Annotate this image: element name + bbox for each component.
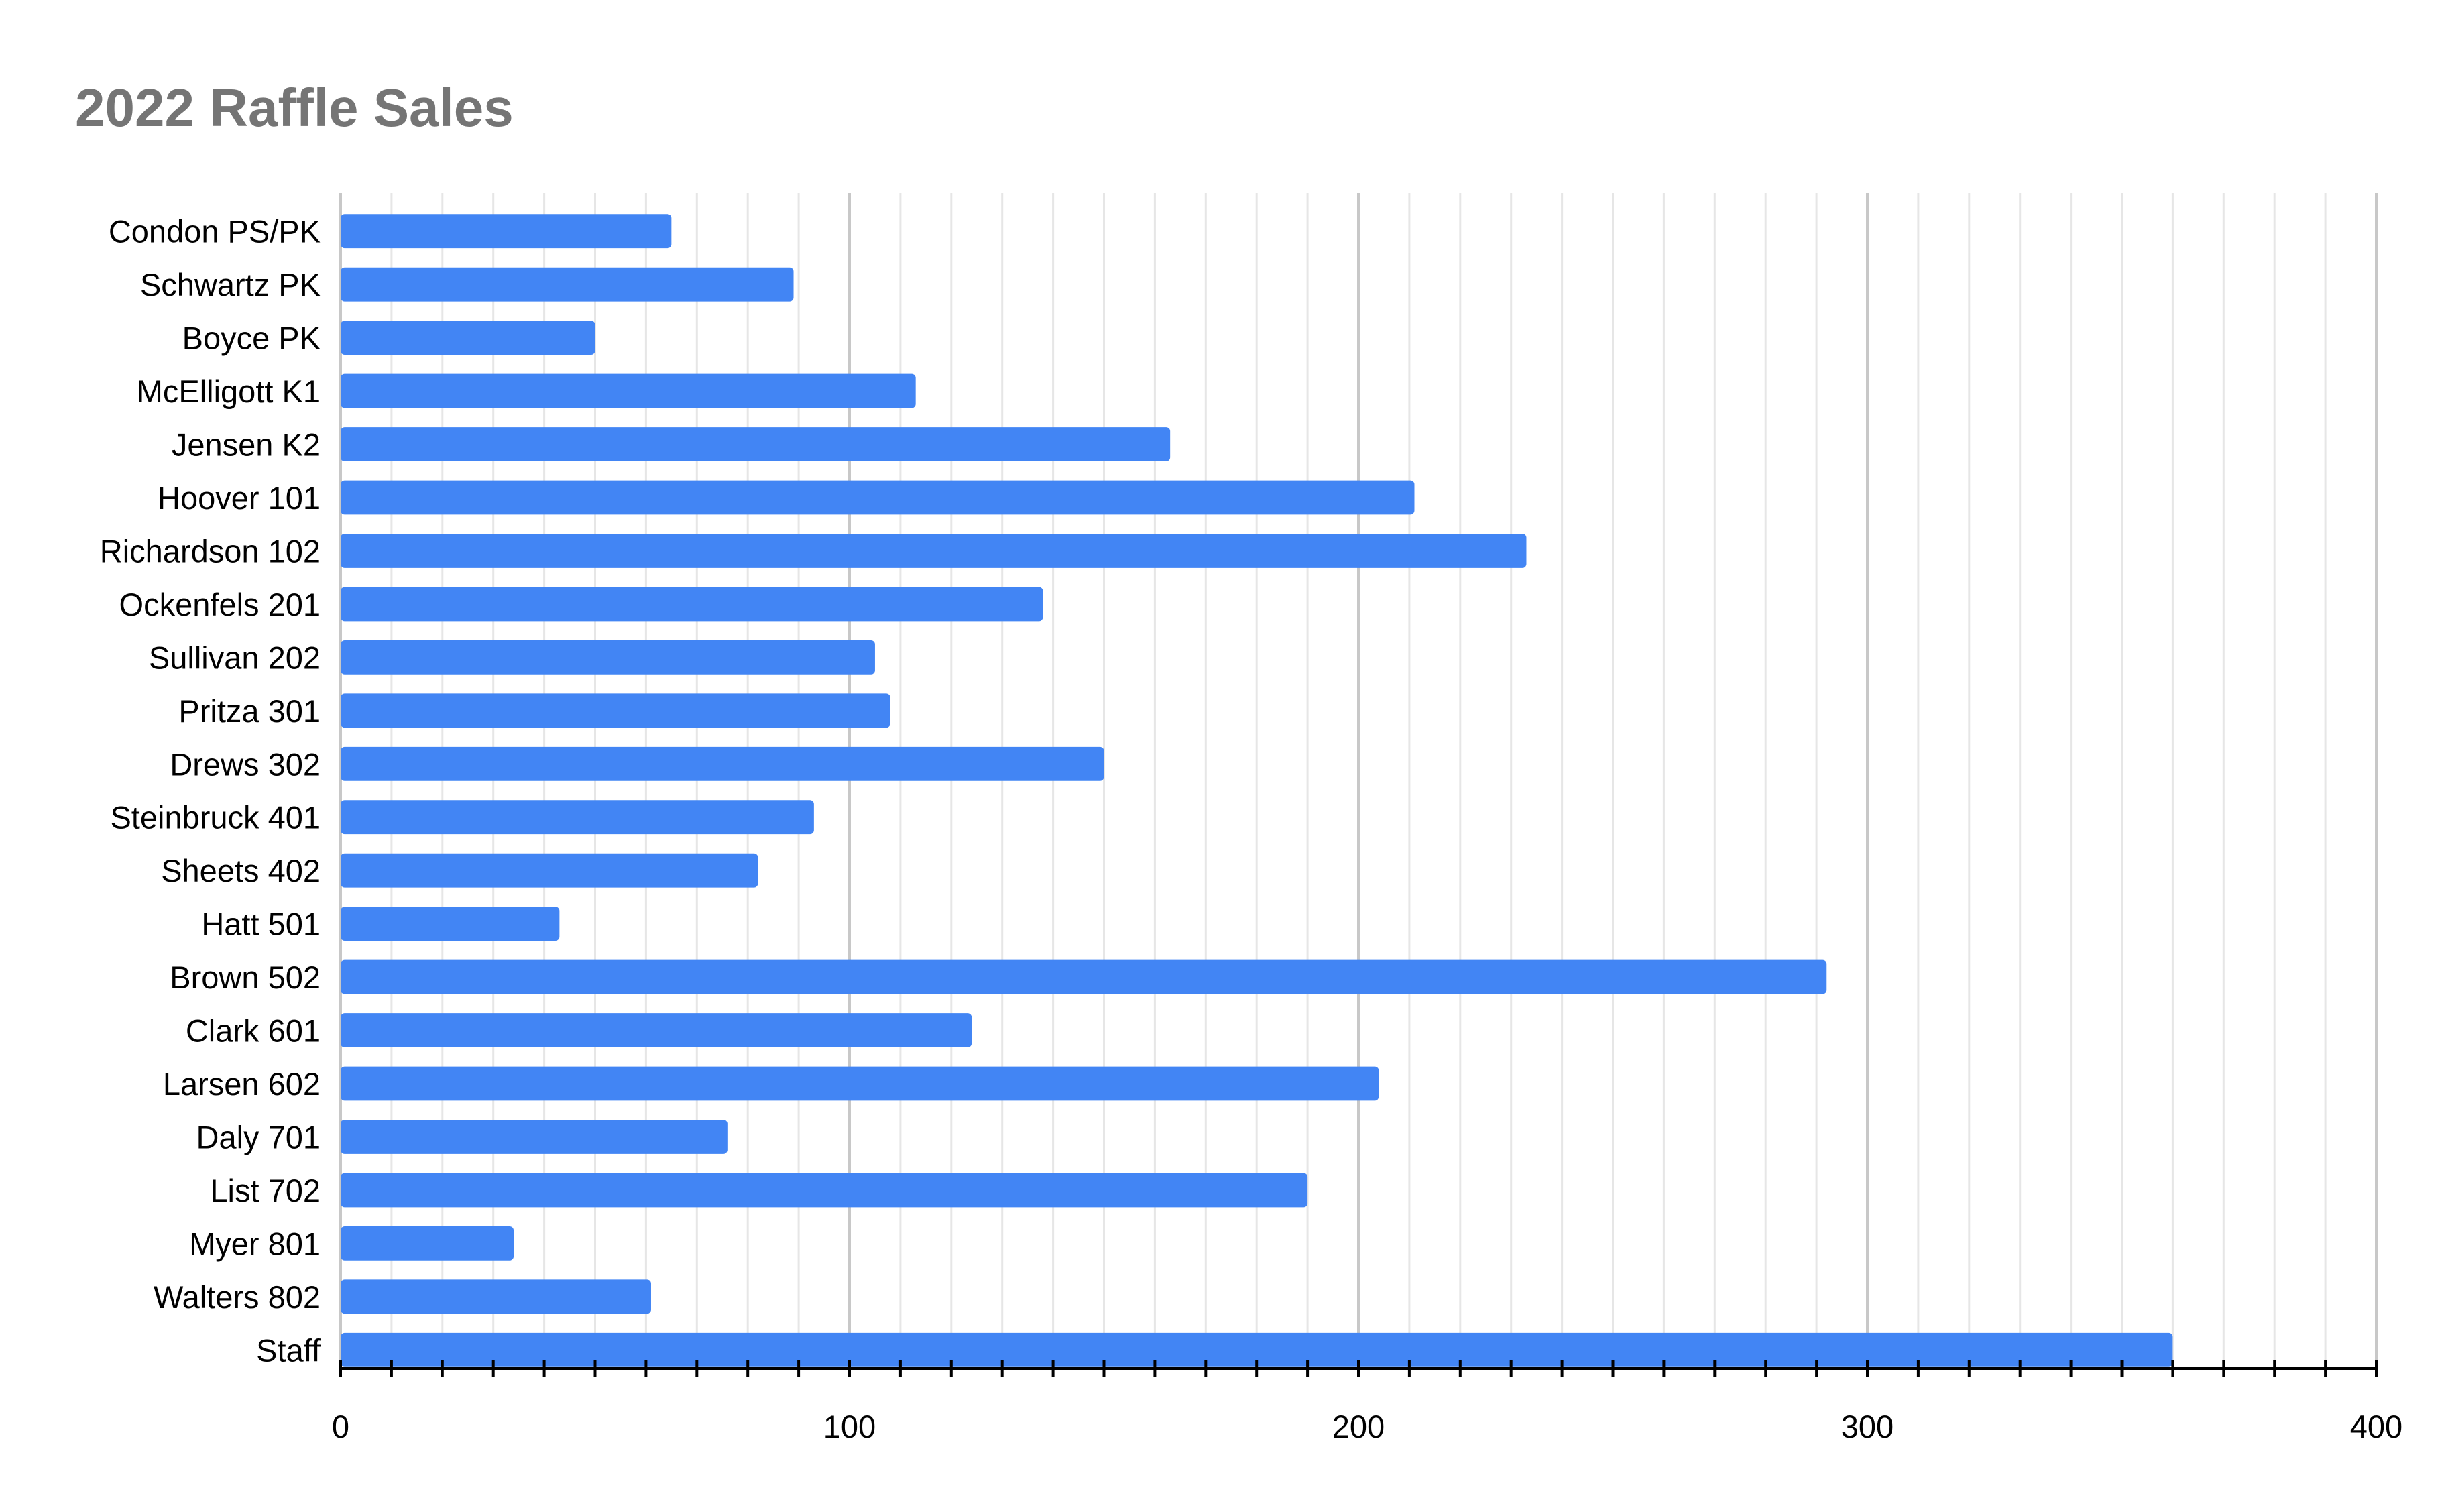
category-label: Daly 701 [196, 1119, 321, 1155]
bar [341, 1226, 514, 1261]
x-axis: 0 100 200 300 400 [332, 1360, 2402, 1444]
bar [341, 693, 890, 728]
x-tick-label: 200 [1332, 1409, 1385, 1444]
bar [341, 640, 875, 675]
bar [341, 746, 1104, 781]
bar [341, 1013, 972, 1047]
bar [341, 1332, 2173, 1367]
bar [341, 373, 916, 408]
category-label: Hatt 501 [201, 907, 321, 942]
category-label: Steinbruck 401 [110, 800, 321, 835]
bar [341, 534, 1527, 568]
x-tick-label: 300 [1841, 1409, 1894, 1444]
bar [341, 1173, 1308, 1208]
category-label: Sheets 402 [161, 853, 321, 888]
chart-title: 2022 Raffle Sales [75, 78, 514, 137]
category-label: Walters 802 [154, 1279, 321, 1315]
bar [341, 853, 758, 888]
bars [341, 214, 2173, 1367]
category-label: Staff [256, 1332, 321, 1368]
category-label: Boyce PK [182, 321, 321, 356]
category-label: Richardson 102 [100, 533, 321, 569]
bar [341, 214, 672, 249]
category-label: Jensen K2 [172, 427, 321, 463]
bar [341, 1066, 1379, 1101]
category-label: Pritza 301 [178, 693, 321, 729]
category-label: Drews 302 [170, 746, 321, 782]
x-tick-label: 400 [2350, 1409, 2402, 1444]
bar [341, 959, 1827, 994]
bar [341, 480, 1415, 515]
category-labels: Condon PS/PK Schwartz PK Boyce PK McElligot… [100, 214, 321, 1369]
category-label: Schwartz PK [140, 267, 321, 302]
bar [341, 800, 814, 835]
category-label: Brown 502 [170, 959, 321, 995]
category-label: Condon PS/PK [109, 214, 321, 249]
bar [341, 1120, 728, 1154]
bar [341, 321, 595, 355]
category-label: Sullivan 202 [149, 640, 321, 675]
x-tick-label: 0 [332, 1409, 349, 1444]
category-label: Larsen 602 [163, 1066, 321, 1102]
x-tick-label: 100 [823, 1409, 876, 1444]
category-label: McElligott K1 [137, 373, 321, 409]
bar [341, 907, 560, 941]
category-label: Myer 801 [189, 1226, 321, 1261]
category-label: Hoover 101 [158, 480, 321, 516]
bar [341, 1279, 651, 1314]
category-label: Ockenfels 201 [119, 587, 321, 622]
bar [341, 427, 1171, 461]
category-label: Clark 601 [186, 1013, 321, 1049]
category-label: List 702 [210, 1173, 321, 1208]
bar [341, 267, 794, 302]
bar [341, 587, 1043, 622]
